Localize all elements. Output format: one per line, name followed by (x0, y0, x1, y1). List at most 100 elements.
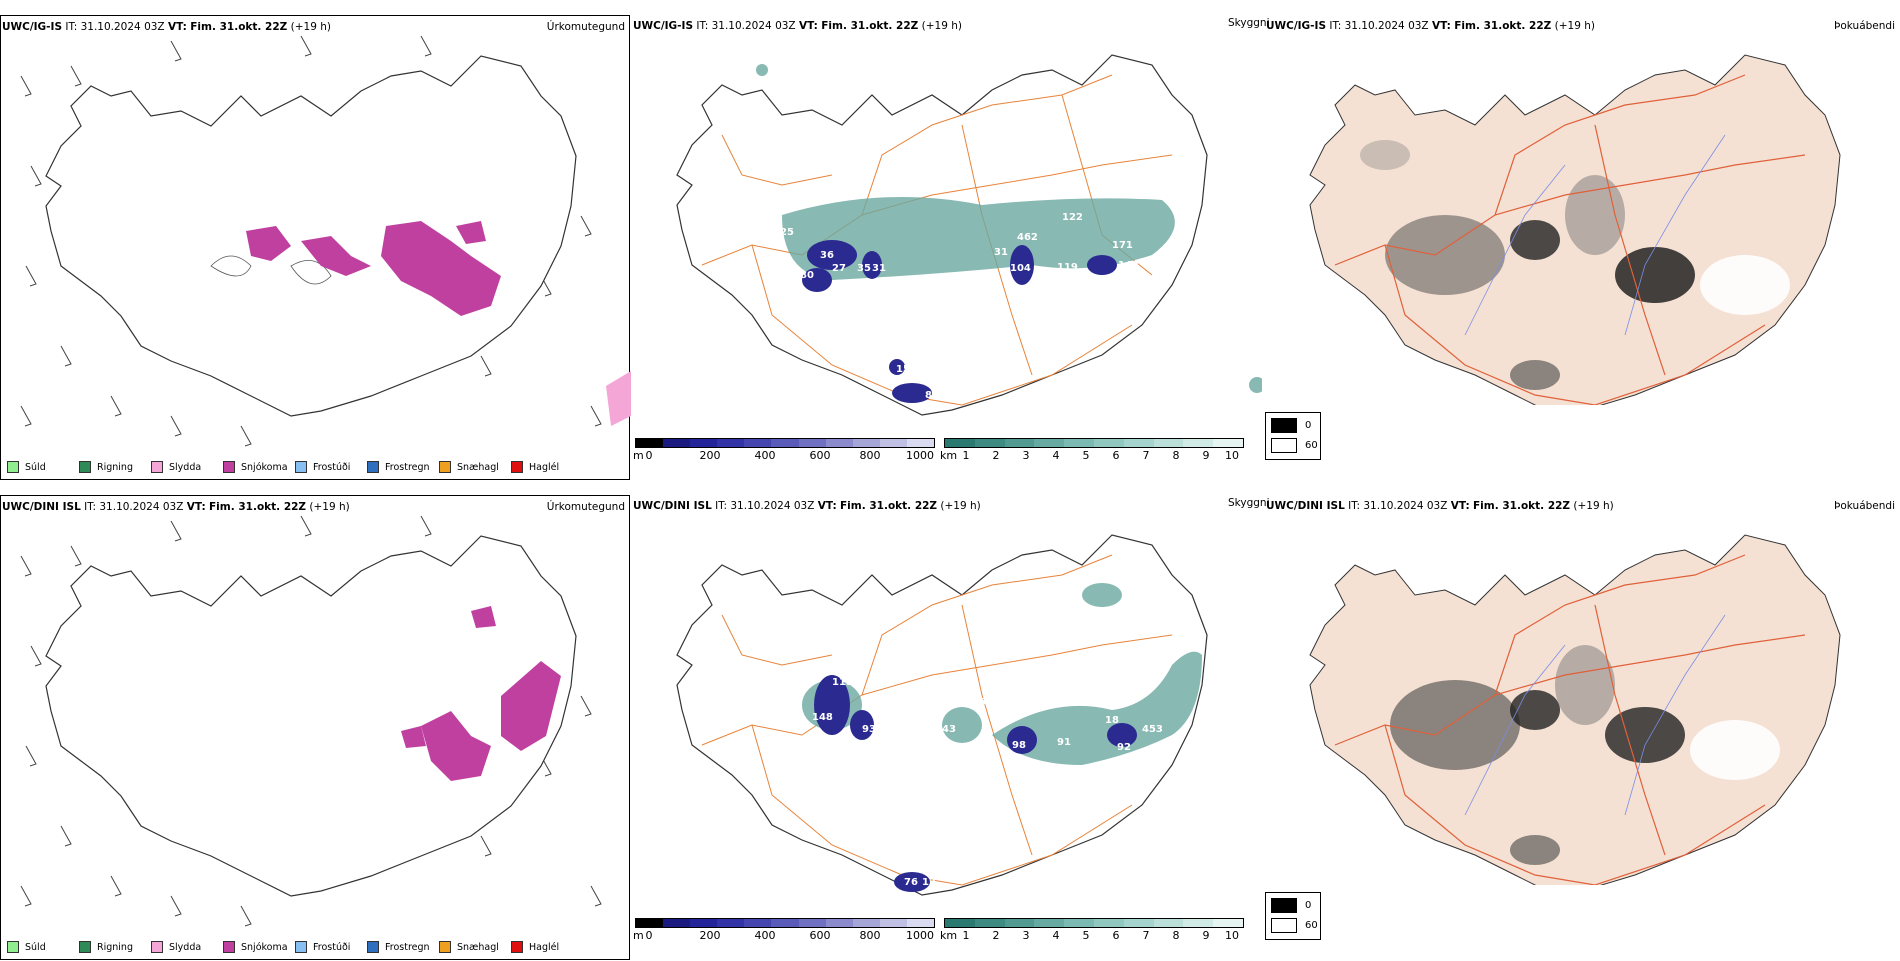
vis-label: 104 (1010, 263, 1031, 274)
fog-panel-row1: UWC/IG-IS IT: 31.10.2024 03Z VT: Fim. 31… (1265, 15, 1895, 480)
visibility-unit: km (940, 449, 958, 462)
header-row1-fog: UWC/IG-IS IT: 31.10.2024 03Z VT: Fim. 31… (1266, 20, 1595, 32)
visibility-colorbar: km 1 2 3 4 5 6 7 8 9 10 (940, 918, 1244, 942)
legend-item: Slydda (151, 941, 223, 953)
vis-label: 171 (1112, 240, 1133, 251)
snow-areas (401, 606, 561, 781)
precip-panel-row2: UWC/DINI ISL IT: 31.10.2024 03Z VT: Fim.… (0, 495, 630, 960)
vis-label: 15 (896, 364, 910, 375)
legend-swatch (511, 461, 523, 473)
legend-swatch (7, 461, 19, 473)
legend-item: Snjókoma (223, 461, 295, 473)
fog-legend-item: 60 (1271, 918, 1318, 933)
fog-roads (1334, 554, 1806, 885)
ceiling-cells (802, 240, 1117, 403)
vis-label: 37 (817, 737, 831, 748)
vis-label: 43 (942, 724, 956, 735)
vis-label: 92 (1117, 742, 1131, 753)
vis-label: 98 (1012, 740, 1026, 751)
legend-swatch (223, 461, 235, 473)
precip-legend: Súld Rigning Slydda Snjókoma Frostúði Fr… (7, 461, 583, 473)
iceland-coastline (45, 55, 577, 417)
header-row1-precip: UWC/IG-IS IT: 31.10.2024 03Z VT: Fim. 31… (2, 21, 331, 33)
legend-item: Súld (7, 941, 79, 953)
precip-map-row2 (20, 515, 602, 927)
ceiling-unit: m (633, 449, 644, 462)
vis-label: 119 (1057, 262, 1078, 273)
legend-item: Frostregn (367, 461, 439, 473)
legend-item: Snjókoma (223, 941, 295, 953)
precip-legend: Súld Rigning Slydda Snjókoma Frostúði Fr… (7, 941, 583, 953)
vis-label: 88 (925, 390, 939, 401)
ceiling-colorbar-ticks: m 0 200 400 600 800 1000 (633, 449, 934, 462)
visibility-colorbar-cells (944, 438, 1244, 448)
vis-label: 16 (972, 697, 986, 708)
vis-label: 12 (922, 877, 936, 888)
legend-item: Snæhagl (439, 461, 511, 473)
fog-map-row2 (1309, 534, 1841, 885)
legend-item: Haglél (511, 941, 583, 953)
vis-label: 122 (1062, 212, 1083, 223)
fog-roads (1334, 74, 1806, 405)
ceiling-colorbar: m 0 200 400 600 800 1000 (633, 438, 935, 462)
it-label: IT: (65, 21, 78, 33)
it-value: 31.10.2024 03Z (80, 21, 165, 33)
vis-label: 31 (994, 247, 1008, 258)
visibility-labels: 25 462 122 36 31 104 119 171 142 80 27 3… (780, 212, 1139, 401)
product-title-precip: Úrkomutegund (546, 501, 625, 513)
vt-label: VT: (167, 21, 187, 33)
ceiling-colorbar-cells (635, 438, 935, 448)
legend-swatch (79, 461, 91, 473)
fog-legend-item: 60 (1271, 438, 1318, 453)
snow-areas (246, 221, 501, 316)
visibility-labels: 115 148 93 37 43 16 98 91 18 92 453 33 7… (812, 677, 1163, 888)
fog-legend-row1: 0 60 (1265, 412, 1321, 460)
product-title-visibility: Skyggni (1228, 17, 1270, 29)
vis-label: 35 (857, 263, 871, 274)
legend-item: Súld (7, 461, 79, 473)
fog-map-row1 (1309, 54, 1841, 405)
fog-legend-item: 0 (1271, 418, 1311, 433)
vis-label: 36 (820, 250, 834, 261)
product-title-fog: Þokuábendi (1834, 500, 1895, 512)
vis-label: 18 (1105, 715, 1119, 726)
legend-item: Frostúði (295, 461, 367, 473)
header-row1-visibility: UWC/IG-IS IT: 31.10.2024 03Z VT: Fim. 31… (633, 20, 962, 32)
legend-swatch (295, 461, 307, 473)
vis-label: 76 (904, 877, 918, 888)
vis-label: 453 (1142, 724, 1163, 735)
precip-map-row1 (20, 35, 631, 447)
product-title-visibility: Skyggni (1228, 497, 1270, 509)
sleet-area (606, 371, 631, 426)
vis-label: 91 (1057, 737, 1071, 748)
fog-shading (1390, 645, 1780, 865)
visibility-map-row2: 115 148 93 37 43 16 98 91 18 92 453 33 7… (676, 534, 1208, 896)
ceiling-cells (814, 675, 1137, 892)
header-row2-fog: UWC/DINI ISL IT: 31.10.2024 03Z VT: Fim.… (1266, 500, 1614, 512)
visibility-panel-row1: 25 462 122 36 31 104 119 171 142 80 27 3… (632, 15, 1270, 480)
vis-label: 25 (780, 227, 794, 238)
vis-label: 80 (800, 270, 814, 281)
product-title-fog: Þokuábendi (1834, 20, 1895, 32)
iceland-coastline (676, 534, 1208, 896)
header-row2-precip: UWC/DINI ISL IT: 31.10.2024 03Z VT: Fim.… (2, 501, 350, 513)
legend-item: Haglél (511, 461, 583, 473)
fog-legend-row2: 0 60 (1265, 892, 1321, 940)
vt-value: Fim. 31.okt. 22Z (190, 21, 288, 33)
header-row2-visibility: UWC/DINI ISL IT: 31.10.2024 03Z VT: Fim.… (633, 500, 981, 512)
rivers (1464, 134, 1726, 336)
legend-swatch (439, 461, 451, 473)
vis-label: 462 (1017, 232, 1038, 243)
vis-label: 142 (1118, 260, 1139, 271)
vis-label: 148 (812, 712, 833, 723)
visibility-colorbar-ticks: km 1 2 3 4 5 6 7 8 9 10 (940, 449, 1239, 462)
fog-panel-row2: UWC/DINI ISL IT: 31.10.2024 03Z VT: Fim.… (1265, 495, 1895, 960)
model-name: UWC/IG-IS (2, 21, 63, 33)
vis-label: 115 (832, 677, 853, 688)
legend-item: Slydda (151, 461, 223, 473)
vis-label: 93 (862, 724, 876, 735)
vis-label: 31 (872, 263, 886, 274)
legend-swatch (367, 461, 379, 473)
vis-label: 27 (832, 263, 846, 274)
precip-panel-row1: UWC/IG-IS IT: 31.10.2024 03Z VT: Fim. 31… (0, 15, 631, 480)
